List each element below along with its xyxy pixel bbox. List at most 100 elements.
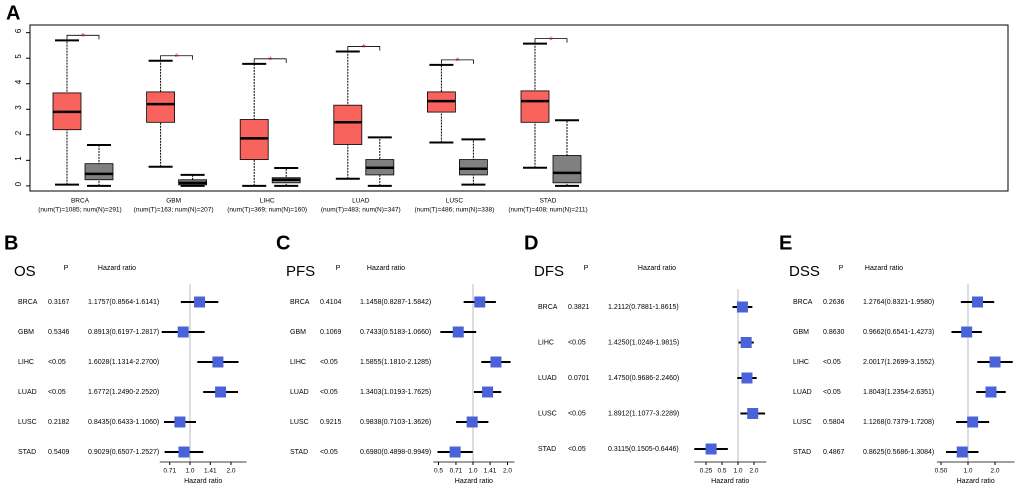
p-value: <0.05 bbox=[568, 410, 586, 417]
p-value: <0.05 bbox=[48, 359, 66, 366]
p-value: <0.05 bbox=[823, 359, 841, 366]
hr-text: 1.4750(0.9686-2.2460) bbox=[608, 375, 679, 382]
p-value: <0.05 bbox=[568, 339, 586, 346]
hr-text: 0.6980(0.4898-0.9949) bbox=[360, 449, 431, 456]
forest-title: PFS bbox=[286, 263, 315, 280]
p-value: <0.05 bbox=[320, 359, 338, 366]
row-name: LUSC bbox=[793, 419, 812, 426]
category-label: STAD bbox=[540, 198, 557, 205]
x-axis-title: Hazard ratio bbox=[957, 478, 995, 485]
significance: * bbox=[549, 35, 553, 46]
hr-header: Hazard ratio bbox=[367, 265, 405, 272]
sample-label: (num(T)=1085; num(N)=291) bbox=[38, 207, 121, 214]
p-value: 0.5804 bbox=[823, 419, 845, 426]
x-tick-label: 1.0 bbox=[468, 468, 477, 475]
hr-text: 0.7433(0.5183-1.0660) bbox=[360, 329, 431, 336]
p-value: 0.2182 bbox=[48, 419, 70, 426]
p-value: 0.8630 bbox=[823, 329, 845, 336]
row-name: LUAD bbox=[290, 389, 309, 396]
row-name: LUSC bbox=[290, 419, 309, 426]
hr-text: 0.9029(0.6507-1.2527) bbox=[88, 449, 159, 456]
forest-title: OS bbox=[14, 263, 36, 280]
p-header: P bbox=[584, 265, 589, 272]
hr-square bbox=[482, 386, 494, 398]
x-axis-title: Hazard ratio bbox=[184, 478, 222, 485]
hr-header: Hazard ratio bbox=[98, 265, 136, 272]
hr-square bbox=[972, 296, 984, 308]
box bbox=[520, 90, 550, 123]
plot-frame bbox=[29, 24, 1009, 192]
hr-text: 1.2112(0.7881-1.8615) bbox=[608, 304, 679, 311]
row-name: LIHC bbox=[290, 359, 306, 366]
row-name: LUSC bbox=[538, 410, 557, 417]
hr-text: 1.1757(0.8564-1.6141) bbox=[88, 299, 159, 306]
p-value: <0.05 bbox=[320, 449, 338, 456]
hr-text: 0.8913(0.6197-1.2817) bbox=[88, 329, 159, 336]
p-value: 0.3821 bbox=[568, 304, 590, 311]
sample-label: (num(T)=369; num(N)=160) bbox=[227, 207, 307, 214]
hr-square bbox=[747, 408, 759, 419]
hr-square bbox=[178, 446, 190, 458]
hr-text: 1.6772(1.2490-2.2520) bbox=[88, 389, 159, 396]
x-tick-label: 1.0 bbox=[185, 468, 194, 475]
y-tick-label: 1 bbox=[14, 156, 23, 161]
p-value: 0.5409 bbox=[48, 449, 70, 456]
x-tick-label: 1.0 bbox=[733, 468, 742, 475]
p-header: P bbox=[839, 265, 844, 272]
category-label: LUSC bbox=[446, 198, 464, 205]
row-name: LUAD bbox=[538, 375, 557, 382]
hr-text: 0.9838(0.7103-1.3626) bbox=[360, 419, 431, 426]
x-tick-label: 0.71 bbox=[450, 468, 463, 475]
p-value: 0.9215 bbox=[320, 419, 342, 426]
hr-square bbox=[956, 446, 968, 458]
hr-square bbox=[212, 356, 224, 368]
p-value: <0.05 bbox=[48, 389, 66, 396]
hr-text: 2.0017(1.2699-3.1552) bbox=[863, 359, 934, 366]
x-tick-label: 0.71 bbox=[163, 468, 176, 475]
p-value: <0.05 bbox=[320, 389, 338, 396]
hr-text: 1.8043(1.2354-2.6351) bbox=[863, 389, 934, 396]
hr-text: 0.9662(0.6541-1.4273) bbox=[863, 329, 934, 336]
p-value: 0.3167 bbox=[48, 299, 70, 306]
p-value: 0.2636 bbox=[823, 299, 845, 306]
x-axis-title: Hazard ratio bbox=[455, 478, 493, 485]
row-name: GBM bbox=[290, 329, 306, 336]
significance: * bbox=[175, 52, 179, 63]
hr-square bbox=[466, 416, 478, 428]
p-header: P bbox=[336, 265, 341, 272]
hr-text: 1.4250(1.0248-1.9815) bbox=[608, 339, 679, 346]
sample-label: (num(T)=486; num(N)=338) bbox=[414, 207, 494, 214]
y-tick-label: 6 bbox=[14, 28, 23, 33]
y-tick-label: 5 bbox=[14, 54, 23, 59]
x-tick-label: 2.0 bbox=[226, 468, 235, 475]
row-name: LUAD bbox=[793, 389, 812, 396]
hr-square bbox=[194, 296, 206, 308]
category-label: GBM bbox=[166, 198, 181, 205]
hr-square bbox=[705, 443, 717, 455]
x-tick-label: 0.5 bbox=[717, 468, 726, 475]
forest-title: DSS bbox=[789, 263, 820, 280]
x-tick-label: 1.41 bbox=[484, 468, 497, 475]
significance: * bbox=[81, 32, 85, 43]
hr-square bbox=[490, 356, 502, 368]
hr-square bbox=[741, 372, 753, 384]
p-header: P bbox=[64, 265, 69, 272]
row-name: GBM bbox=[18, 329, 34, 336]
hr-square bbox=[740, 337, 752, 348]
panel-letter: C bbox=[276, 232, 290, 254]
row-name: STAD bbox=[538, 446, 556, 453]
box bbox=[84, 163, 114, 181]
panel-letter: E bbox=[779, 232, 792, 254]
row-name: LIHC bbox=[18, 359, 34, 366]
hr-square bbox=[989, 356, 1001, 368]
box bbox=[458, 159, 488, 176]
hr-square bbox=[452, 326, 464, 338]
hr-text: 1.6028(1.1314-2.2700) bbox=[88, 359, 159, 366]
y-tick-label: 4 bbox=[14, 79, 23, 84]
forest-title: DFS bbox=[534, 263, 564, 280]
p-value: <0.05 bbox=[823, 389, 841, 396]
hr-text: 1.3403(1.0193-1.7625) bbox=[360, 389, 431, 396]
significance-bracket bbox=[66, 34, 100, 40]
significance-bracket bbox=[534, 38, 568, 43]
